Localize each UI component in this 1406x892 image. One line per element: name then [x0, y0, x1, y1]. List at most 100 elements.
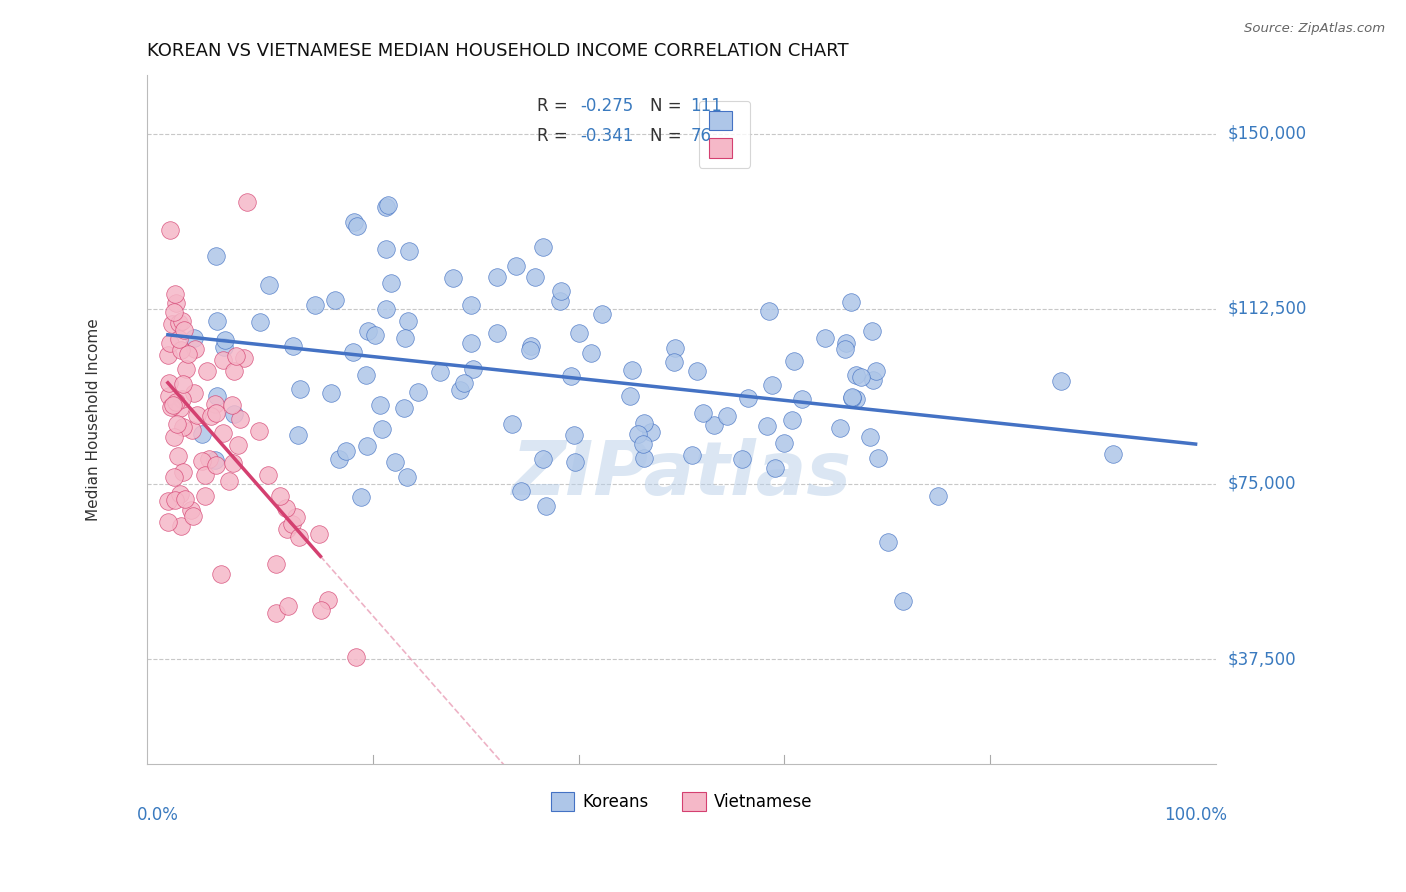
Point — [159, 400, 181, 414]
Point — [364, 328, 387, 343]
Point — [194, 467, 217, 482]
Point — [686, 363, 709, 377]
Point — [170, 392, 193, 406]
Point — [328, 452, 350, 467]
Point — [169, 519, 191, 533]
Point — [460, 336, 482, 351]
Point — [620, 363, 643, 377]
Point — [204, 406, 226, 420]
Point — [209, 566, 232, 581]
Text: $37,500: $37,500 — [1227, 650, 1296, 668]
Text: N =: N = — [650, 127, 686, 145]
Point — [316, 592, 339, 607]
Point — [560, 369, 582, 384]
Point — [159, 336, 181, 351]
Point — [221, 399, 243, 413]
Point — [406, 384, 429, 399]
Point — [166, 417, 188, 432]
Point — [501, 417, 523, 431]
Point — [172, 420, 194, 434]
Text: $112,500: $112,500 — [1227, 300, 1306, 318]
Point — [165, 493, 187, 508]
Point — [309, 602, 332, 616]
Point — [222, 456, 245, 470]
Point — [218, 474, 240, 488]
Text: Source: ZipAtlas.com: Source: ZipAtlas.com — [1244, 22, 1385, 36]
Point — [157, 389, 180, 403]
Point — [212, 426, 235, 441]
Point — [173, 323, 195, 337]
Point — [449, 383, 471, 397]
Point — [357, 324, 380, 338]
Point — [773, 435, 796, 450]
Point — [342, 345, 364, 359]
Point — [834, 343, 856, 357]
Point — [860, 324, 883, 338]
Text: R =: R = — [537, 127, 574, 145]
Point — [172, 466, 194, 480]
Point — [755, 419, 778, 434]
Point — [169, 332, 191, 346]
Point — [157, 515, 180, 529]
Point — [633, 416, 655, 430]
Point — [304, 298, 326, 312]
Point — [510, 484, 533, 499]
Point — [633, 450, 655, 465]
Point — [862, 374, 884, 388]
Point — [591, 307, 613, 321]
Point — [384, 455, 406, 469]
Point — [191, 427, 214, 442]
Point — [247, 424, 270, 438]
Text: 76: 76 — [690, 127, 711, 145]
Point — [835, 336, 858, 351]
Text: $75,000: $75,000 — [1227, 475, 1296, 493]
Point — [249, 315, 271, 329]
Point — [758, 304, 780, 318]
Point — [181, 423, 204, 437]
Point — [534, 499, 557, 513]
Point — [342, 215, 364, 229]
Point — [205, 458, 228, 472]
Point — [891, 594, 914, 608]
Point — [256, 468, 278, 483]
Point — [640, 425, 662, 440]
Point — [167, 317, 190, 331]
Point — [453, 376, 475, 390]
Point — [1102, 446, 1125, 460]
Point — [520, 339, 543, 353]
Point — [165, 296, 187, 310]
Point — [288, 530, 311, 544]
Point — [162, 397, 184, 411]
Point — [169, 487, 191, 501]
Point — [287, 428, 309, 442]
Point — [269, 490, 291, 504]
Point — [180, 502, 202, 516]
Point — [233, 351, 256, 366]
Point — [323, 293, 346, 307]
Point — [374, 301, 396, 316]
Point — [276, 522, 298, 536]
Point — [173, 492, 195, 507]
Point — [197, 364, 219, 378]
Text: -0.275: -0.275 — [581, 97, 634, 115]
Point — [461, 362, 484, 376]
Point — [156, 494, 179, 508]
Point — [205, 314, 228, 328]
Point — [184, 342, 207, 356]
Point — [308, 527, 330, 541]
Point — [204, 453, 226, 467]
Point — [374, 242, 396, 256]
Point — [851, 370, 873, 384]
Point — [170, 313, 193, 327]
Point — [191, 453, 214, 467]
Point — [368, 398, 391, 412]
Point — [845, 368, 868, 382]
Point — [859, 430, 882, 444]
Text: ZIPatlas: ZIPatlas — [512, 438, 852, 511]
Point — [198, 452, 221, 467]
Point — [281, 516, 304, 531]
Point — [524, 270, 547, 285]
Point — [375, 200, 398, 214]
Text: -0.341: -0.341 — [581, 127, 634, 145]
Point — [619, 389, 641, 403]
